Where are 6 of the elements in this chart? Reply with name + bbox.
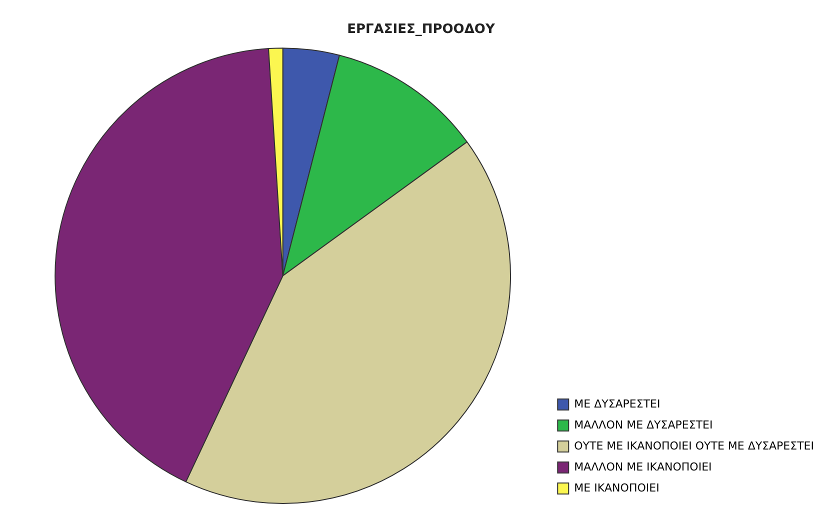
legend-label: ΟΥΤΕ ΜΕ ΙΚΑΝΟΠΟΙΕΙ ΟΥΤΕ ΜΕ ΔΥΣΑΡΕΣΤΕΙ bbox=[574, 439, 814, 452]
legend-label: ΜΕ ΙΚΑΝΟΠΟΙΕΙ bbox=[574, 481, 660, 494]
legend-label: ΜΕ ΔΥΣΑΡΕΣΤΕΙ bbox=[574, 397, 660, 410]
legend-label: ΜΑΛΛΟΝ ΜΕ ΔΥΣΑΡΕΣΤΕΙ bbox=[574, 418, 713, 432]
chart-title: ΕΡΓΑΣΙΕΣ_ΠΡΟΟΔΟΥ bbox=[347, 22, 496, 38]
legend-label: ΜΑΛΛΟΝ ΜΕ ΙΚΑΝΟΠΟΙΕΙ bbox=[574, 460, 712, 474]
